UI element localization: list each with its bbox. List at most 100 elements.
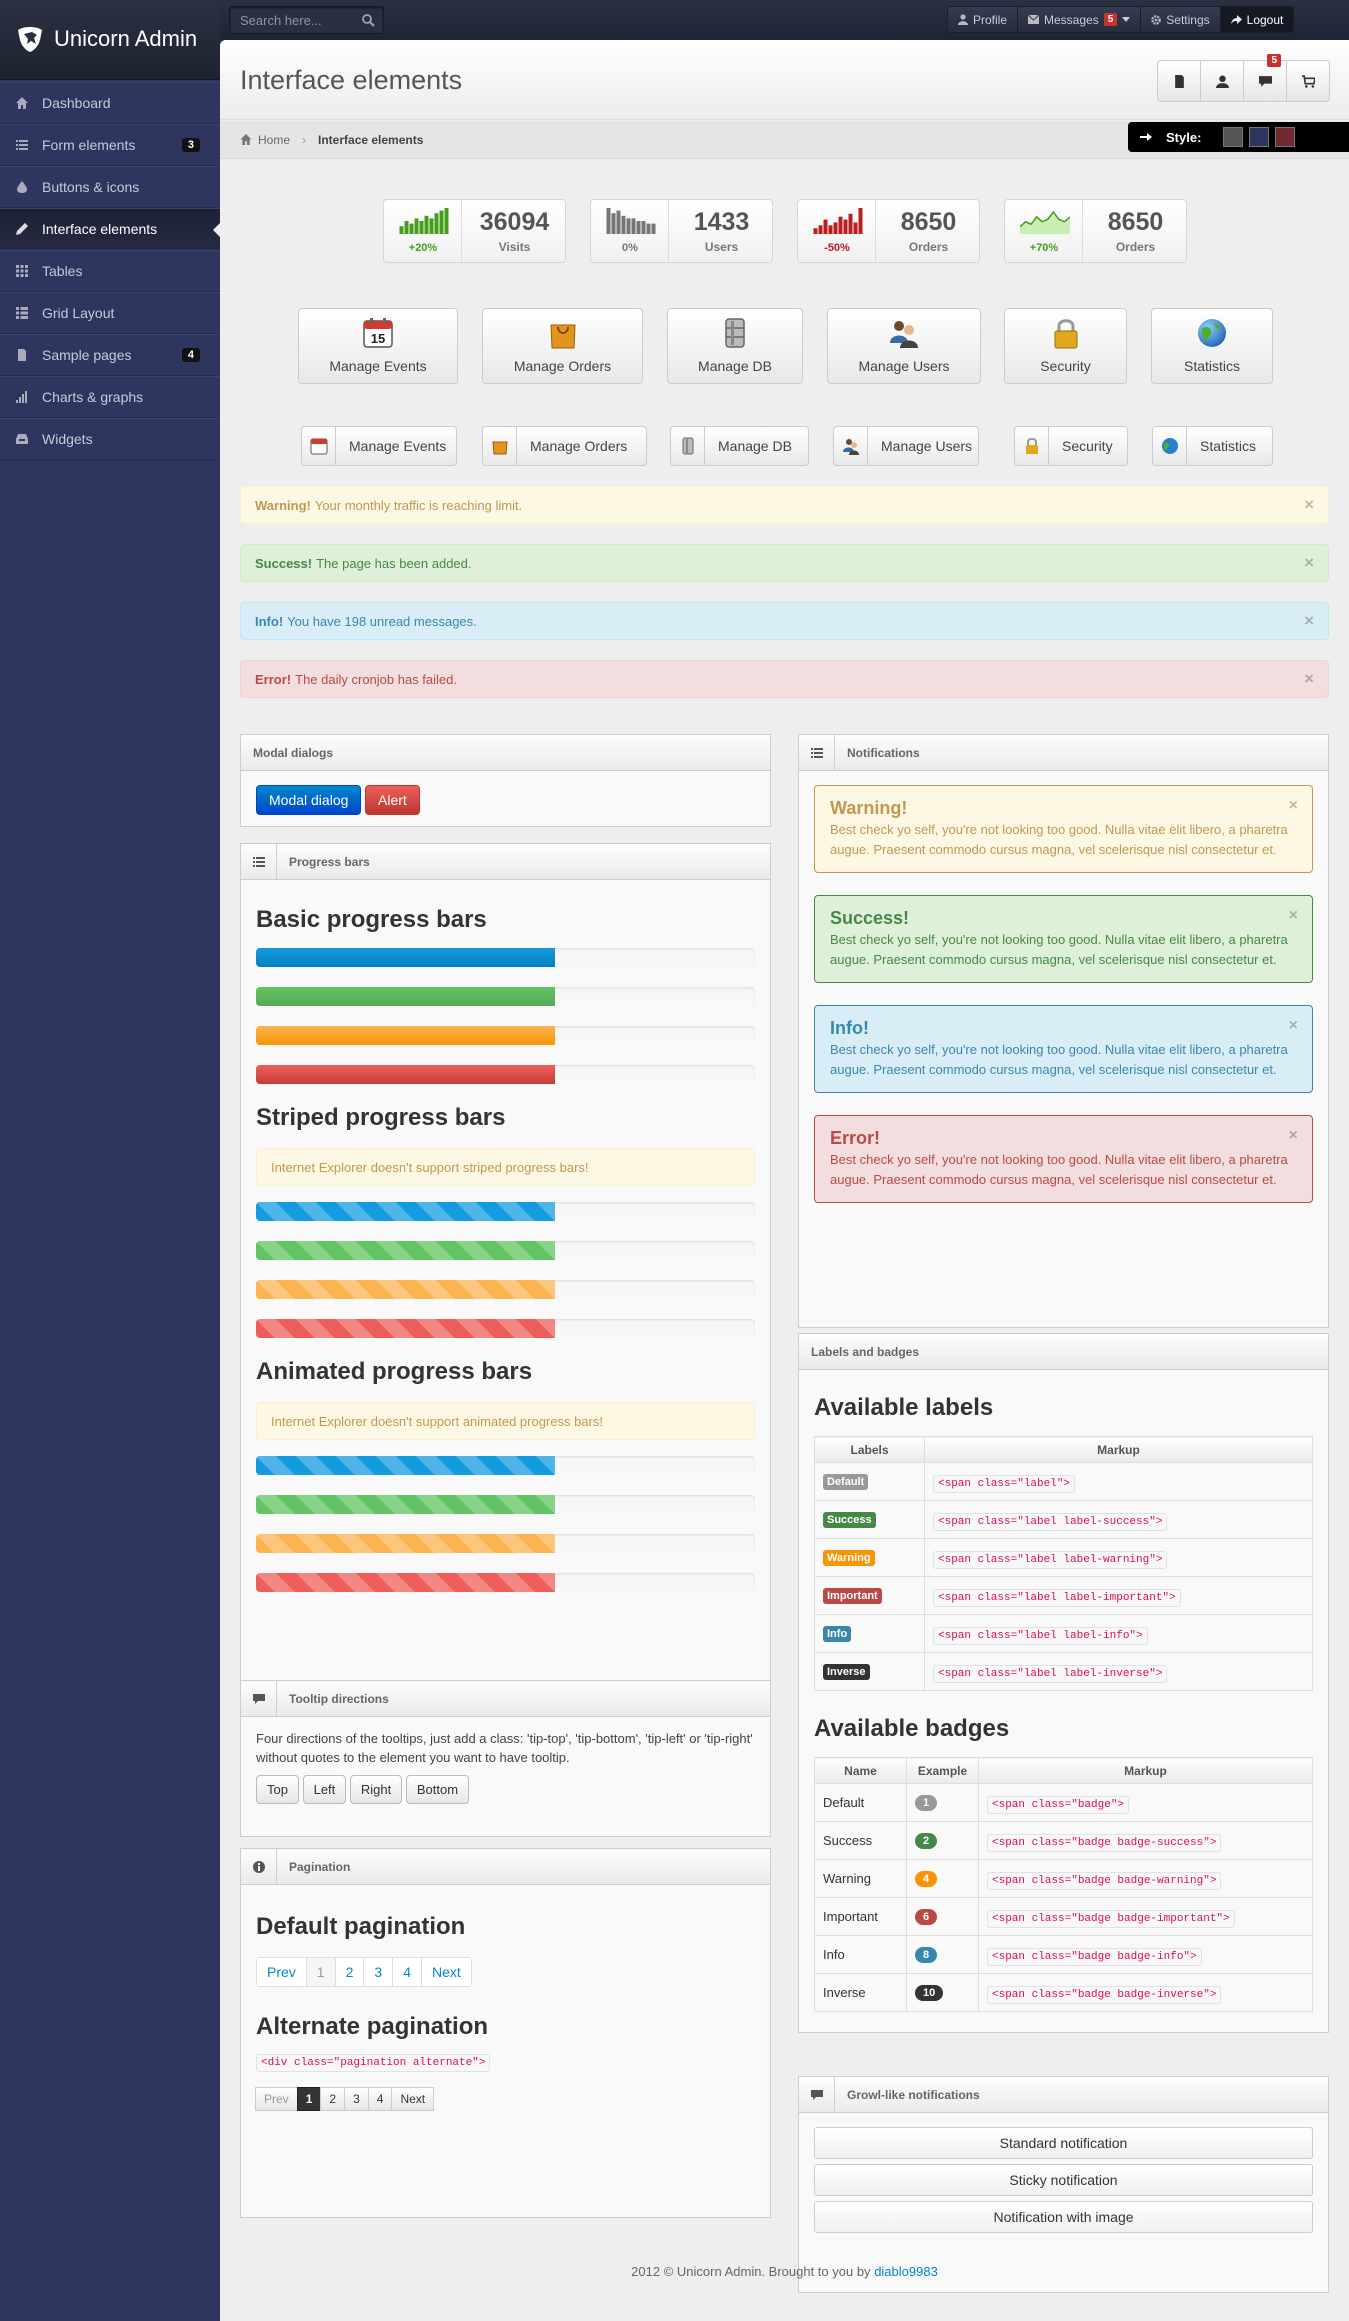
search-input[interactable] bbox=[230, 7, 360, 33]
users-button[interactable] bbox=[1200, 60, 1244, 102]
stat-box-users[interactable]: 0% 1433 Users bbox=[590, 199, 773, 263]
sidebar-item-interface-elements[interactable]: Interface elements bbox=[0, 208, 220, 250]
close-icon[interactable]: × bbox=[1304, 669, 1314, 688]
sidebar-item-grid-layout[interactable]: Grid Layout bbox=[0, 292, 220, 334]
tip-top-button[interactable]: Top bbox=[256, 1775, 299, 1804]
stat-label: Orders bbox=[1115, 240, 1156, 254]
close-icon[interactable]: × bbox=[1304, 553, 1314, 572]
manage-users-small-button[interactable]: Manage Users bbox=[833, 426, 979, 466]
manage-db-small-button[interactable]: Manage DB bbox=[670, 426, 809, 466]
sidebar-item-sample-pages[interactable]: Sample pages 4 bbox=[0, 334, 220, 376]
page-4[interactable]: 4 bbox=[367, 2087, 393, 2111]
close-icon[interactable]: × bbox=[1288, 797, 1298, 814]
page-next[interactable]: Next bbox=[420, 1958, 471, 1986]
sidebar-item-buttons-icons[interactable]: Buttons & icons bbox=[0, 166, 220, 208]
close-icon[interactable]: × bbox=[1288, 1127, 1298, 1144]
tip-right-button[interactable]: Right bbox=[349, 1775, 403, 1804]
tip-left-button[interactable]: Left bbox=[302, 1775, 347, 1804]
profile-link[interactable]: Profile bbox=[947, 6, 1019, 33]
style-swatch-blue[interactable] bbox=[1249, 127, 1270, 147]
sidebar-item-widgets[interactable]: Widgets bbox=[0, 418, 220, 460]
security-button[interactable]: Security bbox=[1004, 308, 1127, 384]
breadcrumb-home[interactable]: Home bbox=[240, 133, 290, 147]
style-swatch-red[interactable] bbox=[1275, 127, 1296, 147]
breadcrumb-current[interactable]: Interface elements bbox=[318, 132, 424, 147]
sparkline-line bbox=[1020, 210, 1070, 228]
standard-notification-button[interactable]: Standard notification bbox=[814, 2127, 1313, 2159]
modal-dialog-button[interactable]: Modal dialog bbox=[256, 785, 362, 815]
page-4[interactable]: 4 bbox=[392, 1958, 421, 1986]
sidebar-item-form-elements[interactable]: Form elements 3 bbox=[0, 124, 220, 166]
close-icon[interactable]: × bbox=[1288, 907, 1298, 924]
manage-orders-button[interactable]: Manage Orders bbox=[482, 308, 643, 384]
brand-title[interactable]: Unicorn Admin bbox=[54, 26, 198, 51]
alert-title: Warning! bbox=[255, 497, 311, 513]
badge-warning: 4 bbox=[915, 1871, 938, 1887]
close-icon[interactable]: × bbox=[1304, 611, 1314, 630]
alert-button[interactable]: Alert bbox=[365, 785, 420, 815]
stat-box-orders[interactable]: -50% 8650 Orders bbox=[797, 199, 980, 263]
manage-users-button[interactable]: Manage Users bbox=[827, 308, 981, 384]
button-label: Statistics bbox=[1183, 358, 1240, 374]
new-file-button[interactable] bbox=[1157, 60, 1201, 102]
search-icon[interactable] bbox=[361, 13, 375, 27]
sparkline-bar bbox=[409, 223, 414, 234]
alternate-pagination-code: <div class="pagination alternate"> bbox=[256, 2054, 491, 2072]
stat-box-orders-line[interactable]: +70% 8650 Orders bbox=[1004, 199, 1187, 263]
sparkline bbox=[606, 208, 656, 234]
page-prev[interactable]: Prev bbox=[257, 1958, 306, 1986]
comment-icon bbox=[241, 1681, 277, 1716]
arrow-right-icon[interactable] bbox=[1140, 132, 1152, 142]
close-icon[interactable]: × bbox=[1288, 1017, 1298, 1034]
statistics-button[interactable]: Statistics bbox=[1151, 308, 1273, 384]
page-3[interactable]: 3 bbox=[344, 2087, 369, 2111]
labels-badges-box: Labels and badges Available labels Label… bbox=[798, 1333, 1329, 2033]
comments-button[interactable]: 5 bbox=[1243, 54, 1287, 102]
page-1[interactable]: 1 bbox=[305, 1958, 335, 1986]
alert-info: Info! You have 198 unread messages. × bbox=[240, 602, 1329, 640]
page-1[interactable]: 1 bbox=[296, 2087, 322, 2111]
footer-author-link[interactable]: diablo9983 bbox=[874, 2264, 938, 2279]
unicorn-logo-icon[interactable] bbox=[16, 26, 44, 52]
stat-value: 8650 bbox=[900, 208, 957, 236]
sticky-notification-button[interactable]: Sticky notification bbox=[814, 2164, 1313, 2196]
label-success: Success bbox=[823, 1512, 876, 1528]
table-row: Success <span class="label label-success"… bbox=[814, 1500, 1313, 1539]
page-3[interactable]: 3 bbox=[363, 1958, 393, 1986]
manage-events-small-button[interactable]: Manage Events bbox=[301, 426, 457, 466]
markup-code: <span class="badge badge-inverse"> bbox=[987, 1985, 1222, 2004]
button-label: Security bbox=[1040, 358, 1091, 374]
box-content: Four directions of the tooltips, just ad… bbox=[241, 1717, 770, 1818]
logout-link[interactable]: Logout bbox=[1219, 6, 1295, 33]
manage-db-button[interactable]: Manage DB bbox=[667, 308, 803, 384]
sidebar-item-label: Interface elements bbox=[42, 221, 158, 237]
tip-bottom-button[interactable]: Bottom bbox=[405, 1775, 470, 1804]
statistics-small-button[interactable]: Statistics bbox=[1152, 426, 1273, 466]
page-prev[interactable]: Prev bbox=[255, 2087, 298, 2111]
settings-link[interactable]: Settings bbox=[1140, 6, 1221, 33]
page-2[interactable]: 2 bbox=[320, 2087, 346, 2111]
stat-box-visits[interactable]: +20% 36094 Visits bbox=[383, 199, 566, 263]
page-header: Interface elements 5 bbox=[220, 40, 1349, 120]
sidebar-item-tables[interactable]: Tables bbox=[0, 250, 220, 292]
alert-text: You have 198 unread messages. bbox=[287, 613, 477, 629]
close-icon[interactable]: × bbox=[1304, 495, 1314, 514]
notification-info: Info! Best check yo self, you're not look… bbox=[814, 1005, 1313, 1093]
page-next[interactable]: Next bbox=[391, 2087, 435, 2111]
cart-button[interactable] bbox=[1286, 60, 1330, 102]
style-swatch-grey[interactable] bbox=[1223, 127, 1244, 147]
manage-orders-small-button[interactable]: Manage Orders bbox=[482, 426, 647, 466]
image-notification-button[interactable]: Notification with image bbox=[814, 2201, 1313, 2233]
notification-text: Best check yo self, you're not looking t… bbox=[830, 1152, 1288, 1187]
example-column-header: Example bbox=[906, 1757, 979, 1784]
manage-events-button[interactable]: 15 Manage Events bbox=[298, 308, 458, 384]
sidebar-item-charts-graphs[interactable]: Charts & graphs bbox=[0, 376, 220, 418]
sidebar-item-dashboard[interactable]: Dashboard bbox=[0, 82, 220, 124]
messages-link[interactable]: Messages 5 bbox=[1017, 6, 1142, 33]
labels-column-header: Labels bbox=[814, 1436, 925, 1463]
page-2[interactable]: 2 bbox=[334, 1958, 364, 1986]
box-content: Modal dialog Alert bbox=[241, 771, 770, 829]
security-small-button[interactable]: Security bbox=[1014, 426, 1128, 466]
style-switcher: Style: bbox=[1128, 122, 1349, 152]
globe-icon bbox=[1153, 427, 1187, 465]
